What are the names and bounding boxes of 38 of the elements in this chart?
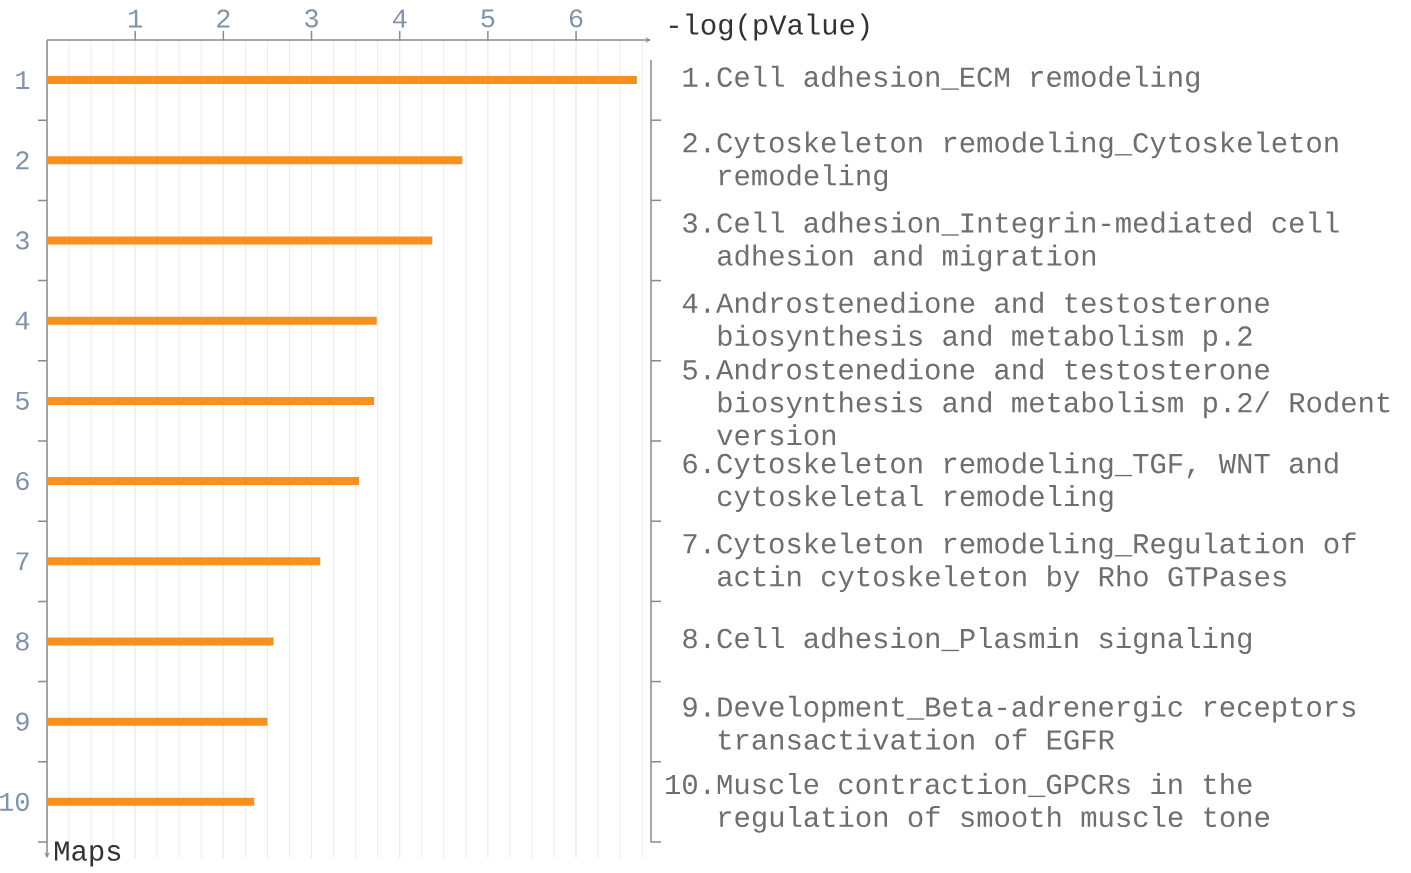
x-tick-label: 1 [129,9,142,28]
text: 7.Cytoskeleton remodeling_Regulation of actin cytoskeleton by Rho GTPases [683,532,1356,593]
x-tick-label: 4 [392,9,407,28]
text: 1.Cell adhesion_ECM remodeling [683,65,1199,93]
bar [47,316,377,325]
text: 5.Androstenedione and testosterone biosynthesis and metabolism p.2/ Rodent version [683,358,1390,446]
text: 4.Androstenedione and testosterone biosynthesis and metabolism p.2 [682,291,1269,352]
text: 3.Cell adhesion_Integrin-mediated cell adhesion and migration [683,211,1339,272]
y-tick-label: 7 [16,552,29,571]
bar [47,396,375,405]
y-tick-label: 5 [16,391,29,410]
x-tick-label: 6 [569,9,583,28]
y-axis-title: Maps [55,841,121,867]
x-tick-label: 3 [305,9,318,28]
text: 8.Cell adhesion_Plasmin signaling [683,627,1251,655]
bar [47,637,274,646]
y-tick-label: 4 [15,311,30,330]
x-axis-title: -log(pValue) [669,13,869,41]
y-tick-label: 1 [16,71,30,89]
text: 2.Cytoskeleton remodeling_Cytoskeleton remodeling [683,131,1338,192]
bar [47,797,255,806]
y-tick-label: 10 [0,792,29,811]
y-tick-label: 9 [16,712,29,731]
text: 9.Development_Beta-adrenergic receptors transactivation of EGFR [683,695,1356,750]
y-tick-label: 8 [16,632,29,651]
x-tick-label: 2 [217,9,230,28]
text: 10.Muscle contraction_GPCRs in the regulation of smooth muscle tone [666,773,1270,833]
bar [47,236,433,245]
bar [47,477,360,486]
x-tick-label: 5 [481,9,495,28]
y-tick-label: 6 [16,471,29,491]
bar [47,76,637,85]
bar [47,156,463,165]
text: 6.Cytoskeleton remodeling_TGF, WNT and cytoskeletal remodeling [683,452,1338,513]
bar [47,717,268,726]
bar [47,557,321,566]
y-tick-label: 2 [16,151,29,170]
y-tick-label: 3 [16,231,29,250]
